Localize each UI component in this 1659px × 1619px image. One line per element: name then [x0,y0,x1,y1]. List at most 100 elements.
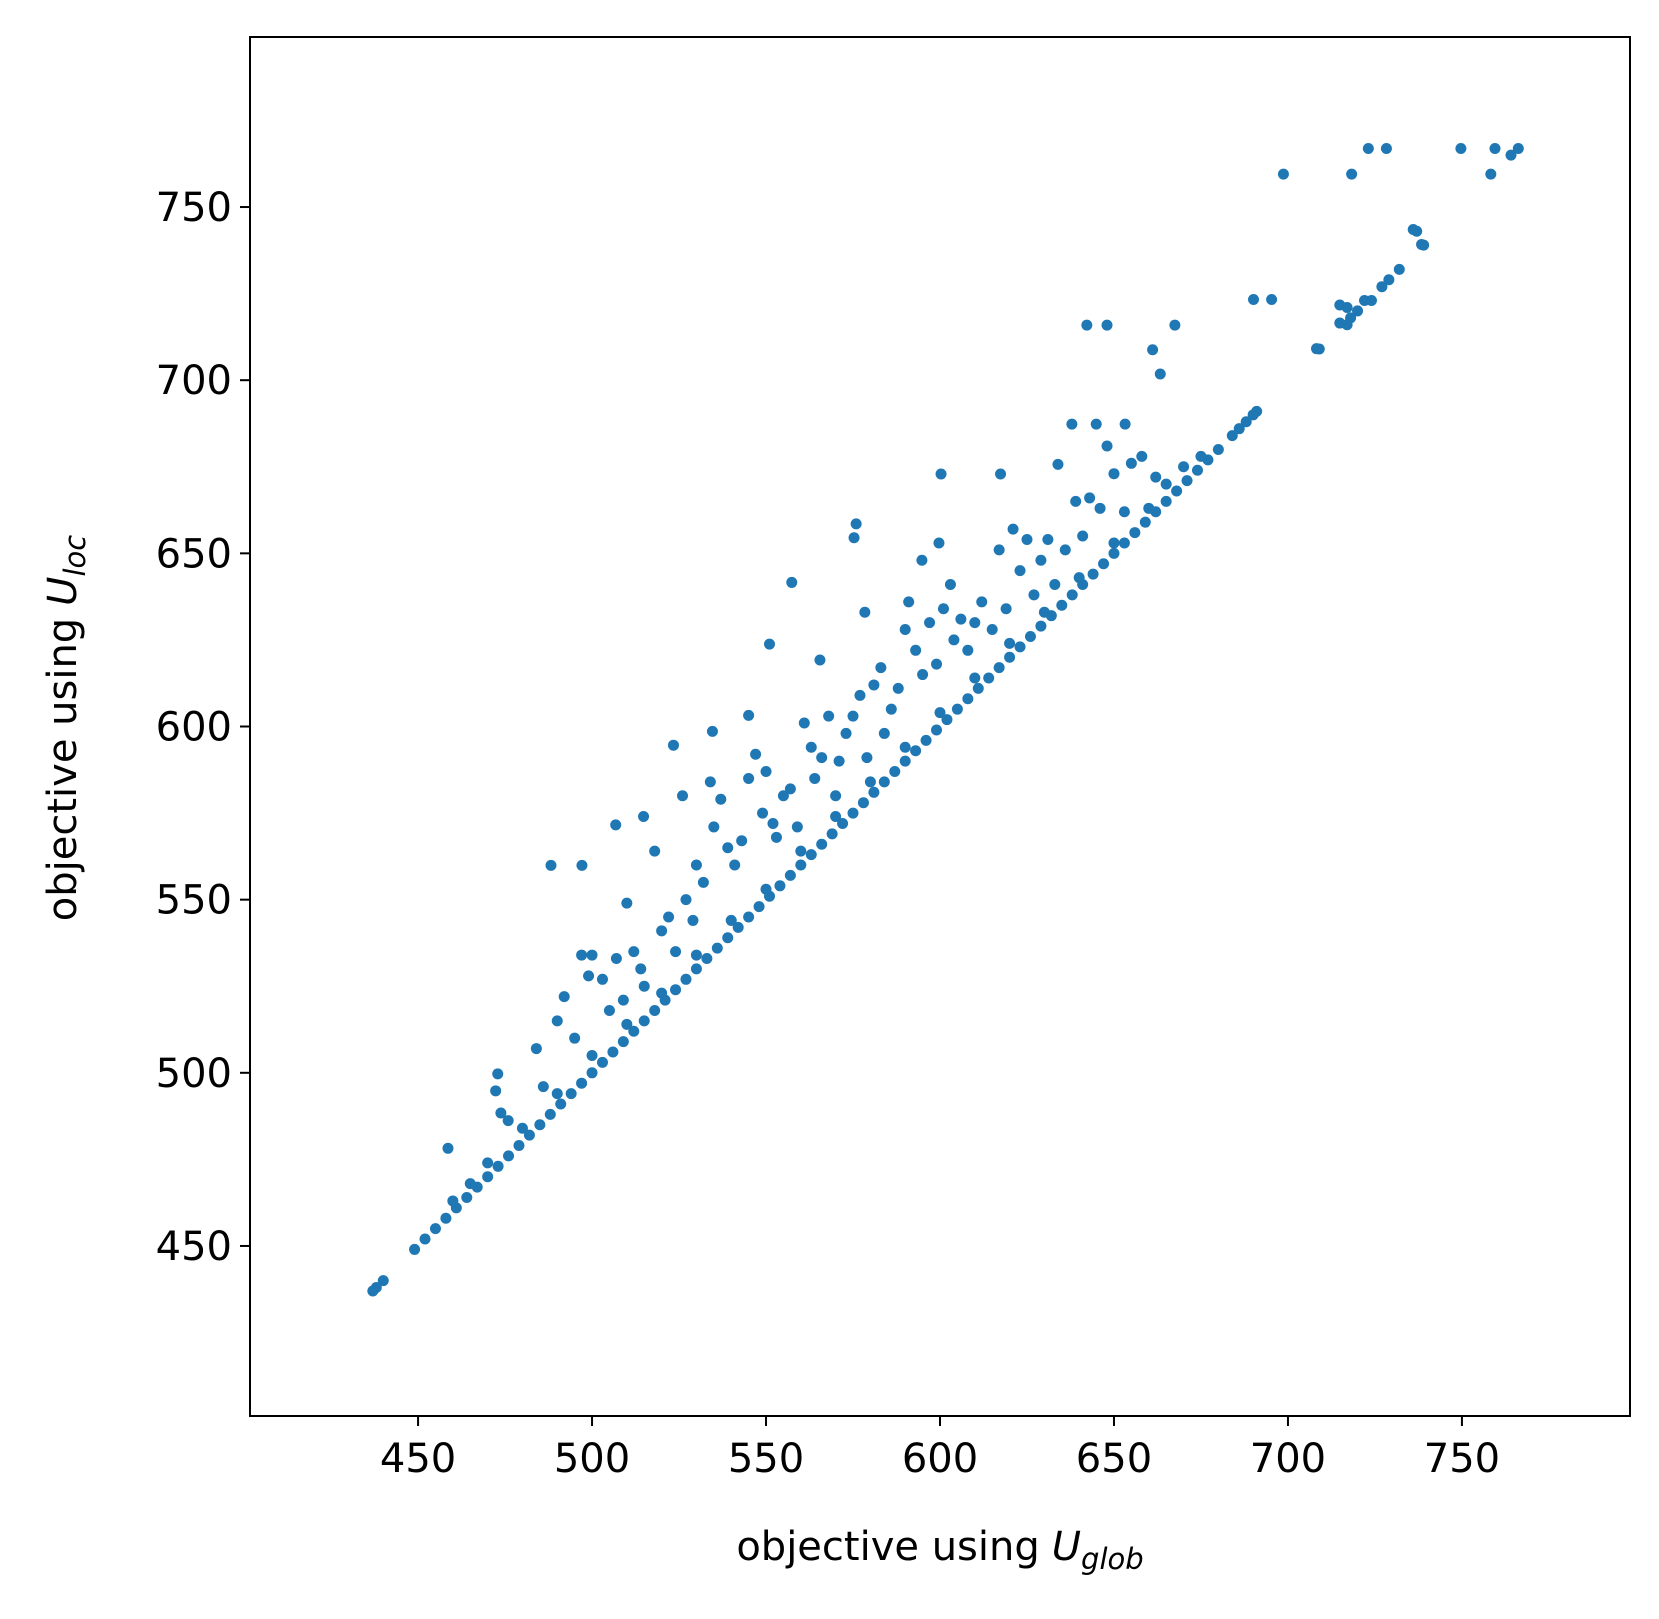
point [617,1036,629,1048]
point [1004,637,1016,649]
point [663,911,675,923]
point [617,994,629,1006]
point [1160,495,1172,507]
point [972,682,984,694]
point [1277,168,1289,180]
point [1169,319,1181,331]
point [770,831,782,843]
point [1000,603,1012,615]
point [986,624,998,636]
point [492,1160,504,1172]
point [551,1015,563,1027]
point [868,679,880,691]
point [1416,238,1428,250]
x-tick-label: 500 [554,1436,630,1482]
point [370,1282,382,1294]
point [656,925,668,937]
point [1393,263,1405,275]
point [976,596,988,608]
point [1035,620,1047,632]
point [1108,537,1120,549]
point [1118,506,1130,518]
point [805,849,817,861]
y-tick-label: 750 [156,185,232,231]
point [903,596,915,608]
point [899,624,911,636]
point [442,1142,454,1154]
point [791,821,803,833]
point [920,734,932,746]
point [1087,568,1099,580]
point [1101,440,1113,452]
point [993,544,1005,556]
point [1251,405,1263,417]
point [1119,418,1131,430]
point [610,819,622,831]
point [1365,295,1377,307]
point [1380,143,1392,155]
point [670,984,682,996]
point [1108,468,1120,480]
point [743,911,755,923]
point [889,766,901,778]
point [917,669,929,681]
point [621,897,633,909]
point [409,1243,421,1255]
point [875,662,887,674]
point [1090,418,1102,430]
point [937,603,949,615]
point [569,1032,581,1044]
point [962,644,974,656]
point [1059,544,1071,556]
point [1512,143,1524,155]
point [1376,281,1388,293]
point [951,703,963,715]
point [1081,319,1093,331]
point [429,1223,441,1235]
point [944,579,956,591]
point [933,537,945,549]
point [628,1025,640,1037]
point [840,727,852,739]
point [753,901,765,913]
point [490,1085,502,1097]
point [715,793,727,805]
point [1147,344,1159,356]
point [576,859,588,871]
x-tick-label: 750 [1424,1436,1500,1482]
x-axis-label: objective using Uglob [736,1524,1143,1576]
point [1455,143,1467,155]
point [1056,599,1068,611]
point [1489,143,1501,155]
point [1150,471,1162,483]
point [706,725,718,737]
point [837,817,849,829]
point [878,727,890,739]
point [690,949,702,961]
x-tick-label: 650 [1076,1436,1152,1482]
y-tick-label: 550 [156,878,232,924]
point [534,1119,546,1131]
point [680,894,692,906]
point [482,1171,494,1183]
point [638,980,650,992]
point [565,1088,577,1100]
point [1118,537,1130,549]
point [649,845,661,857]
point [502,1115,514,1127]
point [757,807,769,819]
point [635,963,647,975]
point [816,838,828,850]
point [1098,558,1110,570]
point [931,658,943,670]
point [576,1077,588,1089]
y-tick-label: 500 [156,1051,232,1097]
point [621,1018,633,1030]
point [603,1004,615,1016]
point [1014,641,1026,653]
point [482,1157,494,1169]
point [760,883,772,895]
point [1346,168,1358,180]
point [513,1140,525,1152]
point [461,1191,473,1203]
